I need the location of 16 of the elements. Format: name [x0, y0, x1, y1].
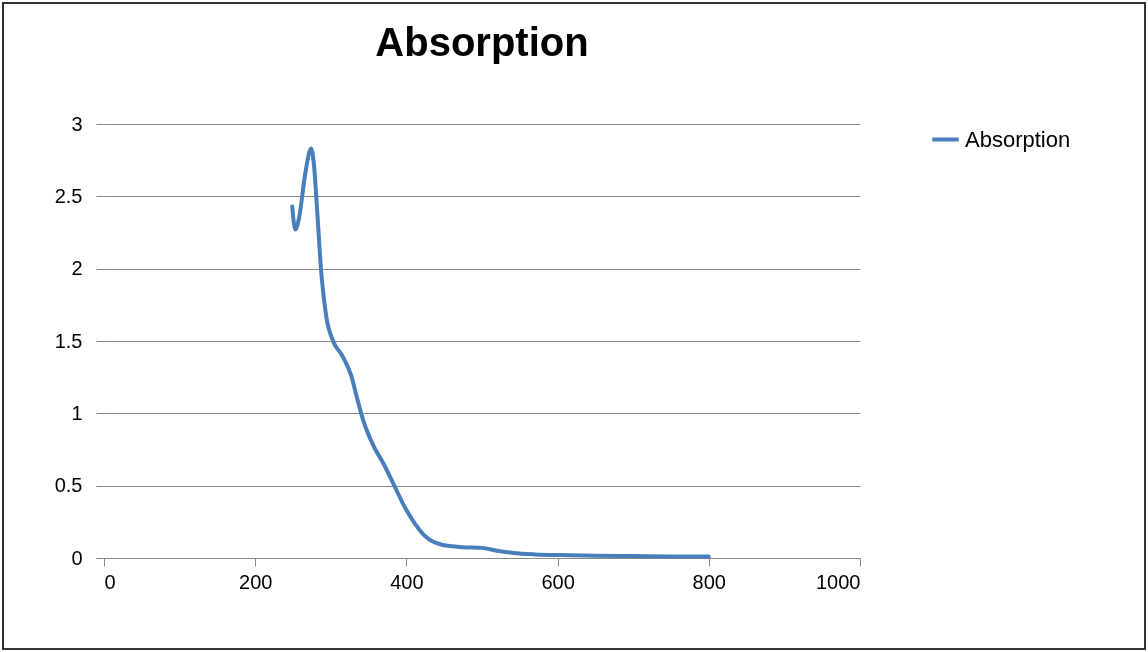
x-tick-label: 400: [390, 570, 424, 593]
chart-title: Absorption: [375, 20, 589, 64]
y-tick-label: 0: [71, 546, 83, 569]
legend-label: Absorption: [965, 126, 1071, 152]
x-tick-label: 800: [692, 570, 726, 593]
y-tick-label: 2: [71, 257, 83, 280]
y-tick-label: 1: [71, 401, 83, 424]
x-tick-label: 200: [239, 570, 273, 593]
line-series: [290, 146, 711, 559]
y-tick-label: 1.5: [54, 329, 83, 352]
y-tick-label: 0.5: [54, 474, 83, 497]
x-tick-label: 0: [104, 570, 116, 593]
y-tick-label: 2.5: [54, 184, 83, 207]
x-tick-label: 600: [541, 570, 575, 593]
y-tick-label: 3: [71, 112, 83, 135]
x-tick-label: 1000: [816, 570, 861, 593]
